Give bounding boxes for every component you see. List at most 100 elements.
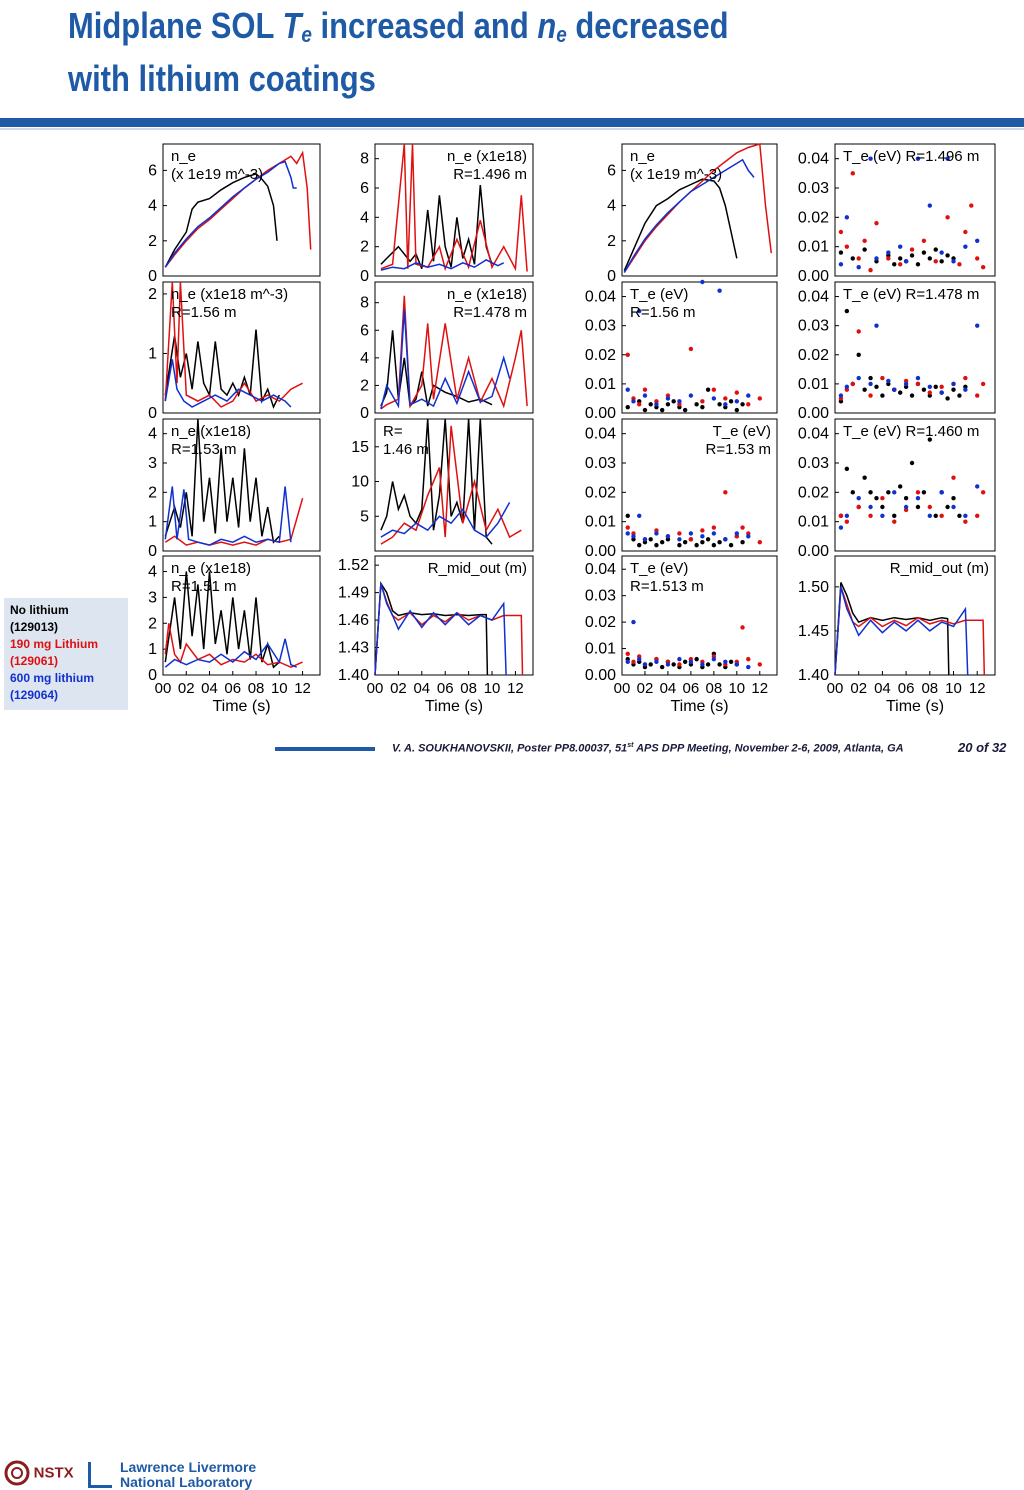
chart-10-series-2-point [654, 531, 659, 536]
title-rule-shadow [0, 128, 1024, 130]
chart-3-series-0-point [915, 262, 921, 267]
chart-11-series-0-point [892, 513, 897, 518]
chart-1-frame [374, 143, 534, 277]
chart-8-label: n_e (x1e18) [171, 423, 251, 440]
chart-11-series-1-point [915, 490, 921, 495]
chart-6-series-2-point [746, 393, 751, 398]
chart-6-ytick-label: 0.02 [585, 347, 616, 364]
chart-14-series-1-point [625, 651, 630, 657]
chart-15-xtick-label: 02 [850, 680, 867, 697]
chart-3-series-1-point [980, 265, 986, 270]
chart-11-series-2-point [838, 525, 844, 530]
chart-14-series-0-point [659, 664, 665, 670]
chart-7-series-1-point [975, 393, 980, 398]
chart-14-series-1-point [677, 662, 682, 667]
chart-3-series-0-point [921, 250, 927, 255]
chart-10-series-2-point [688, 531, 694, 536]
chart-11-series-0-point [850, 490, 855, 495]
chart-6-ytick-label: 0.03 [585, 318, 616, 335]
title-text-b: increased and [311, 5, 538, 46]
chart-11-series-1-point [856, 504, 861, 510]
chart-11-label: T_e (eV) R=1.460 m [843, 423, 979, 440]
chart-6-series-0-point [700, 404, 705, 410]
chart-0-label: (x 1e19 m^-3) [171, 166, 263, 183]
chart-6-frame [621, 281, 778, 414]
chart-1-ytick-label: 0 [360, 268, 369, 285]
chart-14-ytick-label: 0.01 [585, 641, 616, 658]
chart-13-label: R_mid_out (m) [428, 560, 527, 577]
chart-7-series-0-point [909, 393, 915, 398]
chart-11-series-2-point [975, 484, 980, 489]
chart-13-xtick-label: 06 [437, 680, 454, 697]
chart-7-series-1-point [927, 390, 933, 395]
chart-11-ytick-label: 0.03 [798, 455, 829, 472]
chart-15-xtick-label: 12 [969, 680, 986, 697]
title-rule [0, 118, 1024, 127]
chart-6-series-1-point [746, 402, 751, 407]
chart-11-series-2-point [880, 513, 885, 518]
chart-15-frame [834, 555, 996, 676]
chart-7-ytick-label: 0.00 [798, 405, 829, 422]
chart-3-series-0-point [927, 256, 933, 261]
chart-8-label: R=1.53 m [171, 441, 236, 458]
chart-15-xtick-label: 06 [898, 680, 915, 697]
chart-11-series-1-point [880, 496, 885, 501]
chart-7-series-1-point [915, 381, 921, 387]
chart-14-series-0-point [648, 662, 653, 667]
chart-13-xtick-label: 04 [413, 680, 430, 697]
chart-2-label: n_e [630, 148, 655, 165]
chart-7-series-0-point [945, 396, 950, 401]
chart-10-series-0-point [717, 540, 722, 545]
chart-11-ytick-label: 0.00 [798, 543, 829, 560]
chart-3-series-1-point [921, 238, 927, 243]
chart-6-series-2-point [654, 402, 659, 407]
chart-11-series-0-point [886, 490, 891, 495]
chart-4-ytick-label: 1 [148, 345, 157, 362]
chart-5-ytick-label: 6 [360, 322, 369, 339]
chart-7-series-2-point [951, 381, 956, 387]
chart-11-series-0-point [880, 504, 885, 510]
chart-3-series-1-point [886, 256, 891, 261]
chart-10-series-1-point [625, 525, 630, 530]
chart-11-series-0-point [915, 504, 921, 510]
chart-10-series-0-point [740, 540, 745, 545]
chart-7-label: T_e (eV) R=1.478 m [843, 286, 979, 303]
chart-6-series-2-point [631, 399, 636, 404]
chart-14-xtick-label: 06 [683, 680, 700, 697]
chart-5-ytick-label: 2 [360, 377, 369, 394]
chart-9-label: R= [383, 423, 403, 440]
chart-10-series-2-point [711, 531, 717, 536]
chart-1-label: n_e (x1e18) [447, 148, 527, 165]
chart-14-series-1-point [631, 659, 636, 664]
chart-14-series-2-point [677, 656, 682, 662]
chart-15-series-0 [834, 582, 950, 676]
chart-11-series-0-point [844, 466, 850, 472]
chart-12-xtick-label: 04 [201, 680, 218, 697]
chart-14-series-0-point [717, 662, 722, 667]
chart-9-ytick-label: 5 [360, 508, 369, 525]
chart-1-ytick-label: 8 [360, 151, 369, 168]
chart-3-series-2-point [951, 259, 956, 264]
chart-7-series-1-point [868, 393, 873, 398]
chart-2-frame [621, 143, 778, 277]
chart-10-series-0-point [648, 537, 653, 542]
chart-4-series-2 [164, 359, 292, 408]
chart-3-series-0-point [933, 247, 938, 252]
chart-13-xtick-label: 10 [484, 680, 501, 697]
chart-14-series-2-point [711, 656, 717, 662]
chart-7-series-0-point [868, 375, 873, 381]
chart-3-series-1-point [909, 247, 915, 252]
chart-12-label: n_e (x1e18) [171, 560, 251, 577]
chart-3-series-2-point [897, 244, 903, 249]
chart-15-label: R_mid_out (m) [890, 560, 989, 577]
footer-rule [275, 747, 375, 751]
chart-6-label: R=1.56 m [630, 304, 695, 321]
citation-part-a: V. A. SOUKHANOVSKII, Poster PP8.00037, 5… [392, 742, 628, 755]
chart-13-ytick-label: 1.46 [338, 612, 369, 629]
chart-11-series-2-point [927, 513, 933, 518]
chart-0-ytick-label: 2 [148, 233, 157, 250]
chart-14-xtick-label: 00 [614, 680, 631, 697]
chart-7-ytick-label: 0.02 [798, 347, 829, 364]
chart-10-frame [621, 418, 778, 552]
chart-10-series-0-point [682, 540, 688, 545]
